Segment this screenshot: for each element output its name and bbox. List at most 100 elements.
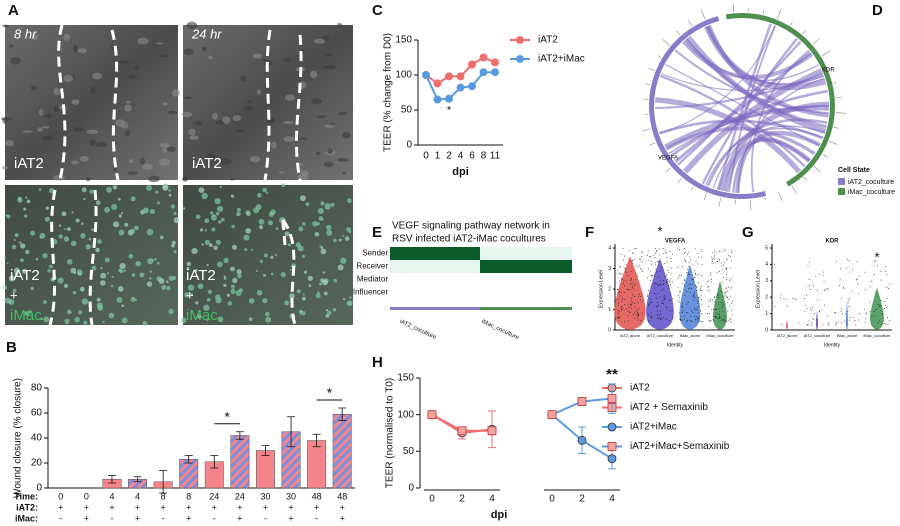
cell-dot xyxy=(654,283,656,285)
cell-dot xyxy=(699,320,701,322)
cell-dot xyxy=(655,293,657,295)
cell-dot xyxy=(667,278,669,280)
cell-dot xyxy=(685,291,687,293)
ring-tick xyxy=(790,21,793,26)
cell-dot xyxy=(719,315,721,317)
cell-dot xyxy=(635,279,637,281)
cell-texture xyxy=(316,151,321,156)
cell-texture xyxy=(213,245,218,251)
cell-dot xyxy=(869,310,871,312)
cell-dot xyxy=(718,311,720,313)
y-tick-label: 3 xyxy=(765,278,768,284)
cell-dot xyxy=(877,304,879,306)
cell-dot xyxy=(840,310,842,312)
cell-texture xyxy=(182,207,186,210)
cell-dot xyxy=(715,316,717,318)
cell-dot xyxy=(729,279,731,281)
cell-dot xyxy=(679,312,681,314)
cell-dot xyxy=(684,259,686,261)
cell-dot xyxy=(824,290,826,291)
cell-dot xyxy=(677,248,679,250)
cell-texture xyxy=(230,284,235,289)
cell-texture xyxy=(201,192,208,200)
cell-dot xyxy=(723,250,725,252)
cell-dot xyxy=(659,270,661,272)
heat-cell xyxy=(390,260,480,273)
cell-dot xyxy=(840,308,842,310)
cell-texture xyxy=(158,278,165,285)
cell-dot xyxy=(843,286,845,288)
panel-d: D iAT2_coculture iMac_coculture KDR VEGFA… xyxy=(642,2,895,211)
cell-dot xyxy=(679,301,681,303)
cell-dot xyxy=(647,250,649,252)
cell-dot xyxy=(637,266,639,268)
cell-texture xyxy=(280,272,286,278)
cell-texture xyxy=(308,284,312,287)
cell-dot xyxy=(625,264,627,266)
cell-texture xyxy=(258,225,264,230)
cell-dot xyxy=(638,307,640,309)
cell-texture xyxy=(74,317,80,323)
cell-texture xyxy=(232,115,242,121)
cell-dot xyxy=(873,274,875,276)
cell-dot xyxy=(684,280,686,282)
cell-dot xyxy=(709,290,711,292)
cell-dot xyxy=(667,269,669,271)
cell-texture xyxy=(118,214,122,218)
cell-dot xyxy=(629,311,631,313)
cell-dot xyxy=(666,261,668,263)
cell-dot xyxy=(618,304,619,306)
ring-tick xyxy=(829,140,838,145)
cell-texture xyxy=(96,297,101,302)
cell-texture xyxy=(322,271,326,274)
cell-dot xyxy=(727,297,728,299)
cell-texture xyxy=(86,129,99,134)
cell-texture xyxy=(73,44,78,53)
cell-texture xyxy=(53,105,60,113)
cell-dot xyxy=(875,308,877,310)
cell-dot xyxy=(641,261,643,262)
cell-dot xyxy=(701,313,703,314)
cell-dot xyxy=(658,276,660,278)
cell-texture xyxy=(63,283,69,288)
cell-texture xyxy=(100,272,107,279)
cell-dot xyxy=(680,275,682,277)
cell-dot xyxy=(714,303,716,305)
cell-dot xyxy=(865,317,867,319)
cell-dot xyxy=(780,294,782,296)
cell-texture xyxy=(275,227,279,230)
cell-texture xyxy=(95,200,101,205)
cell-dot xyxy=(836,322,838,324)
cell-dot xyxy=(708,286,710,288)
cell-dot xyxy=(669,299,671,301)
cell-texture xyxy=(147,258,154,265)
cell-texture xyxy=(43,316,50,323)
cell-dot xyxy=(688,261,690,263)
cell-dot xyxy=(642,301,644,303)
marker xyxy=(487,426,497,436)
cell-texture xyxy=(171,243,175,248)
cell-texture xyxy=(312,221,318,227)
cell-dot xyxy=(697,318,698,320)
cell-dot xyxy=(666,308,668,310)
cell-dot xyxy=(634,295,636,297)
cell-dot xyxy=(657,301,659,303)
cell-texture xyxy=(203,304,210,311)
cell-texture xyxy=(197,283,204,290)
cell-dot xyxy=(699,287,701,289)
cell-texture xyxy=(158,158,171,166)
cell-dot xyxy=(701,320,703,322)
cell-texture xyxy=(47,269,51,273)
cell-dot xyxy=(697,297,699,299)
cell-dot xyxy=(622,282,624,284)
cell-texture xyxy=(288,243,291,247)
cell-dot xyxy=(709,312,710,314)
cell-texture xyxy=(190,293,194,297)
cell-label: iAT2 xyxy=(192,155,222,172)
cell-texture xyxy=(148,175,160,183)
cell-dot xyxy=(730,288,732,290)
cell-dot xyxy=(659,254,661,256)
cell-dot xyxy=(688,283,690,285)
heat-cell xyxy=(390,247,480,260)
